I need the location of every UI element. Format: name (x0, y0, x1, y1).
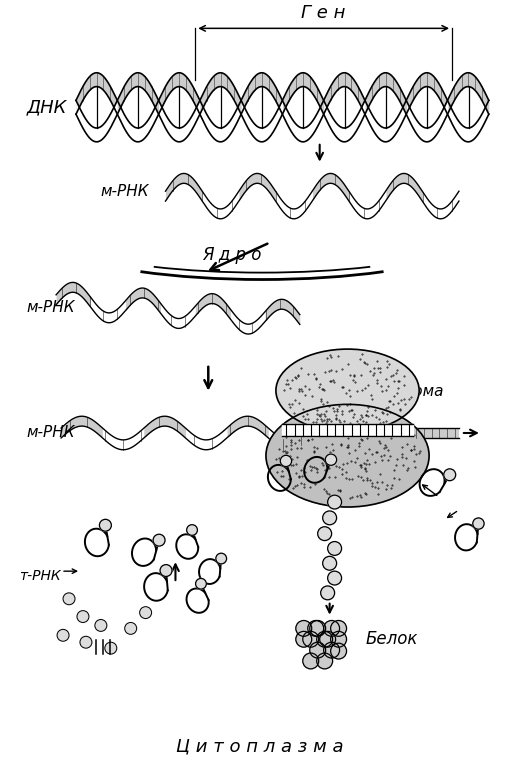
Text: Ц и т о п л а з м а: Ц и т о п л а з м а (176, 737, 344, 756)
Circle shape (444, 469, 456, 480)
Circle shape (303, 653, 319, 669)
Circle shape (296, 620, 312, 636)
Circle shape (318, 527, 332, 541)
Circle shape (140, 607, 152, 619)
Circle shape (310, 620, 326, 636)
Circle shape (63, 593, 75, 604)
Text: ДНК: ДНК (26, 98, 67, 116)
Circle shape (473, 518, 484, 529)
Circle shape (303, 631, 319, 647)
Circle shape (331, 620, 346, 636)
Circle shape (95, 620, 107, 631)
Circle shape (280, 455, 292, 467)
Circle shape (328, 495, 342, 509)
Circle shape (328, 542, 342, 555)
Circle shape (308, 620, 324, 636)
Text: Белок: Белок (365, 630, 418, 648)
Circle shape (105, 643, 117, 654)
Circle shape (325, 454, 337, 465)
Text: Рибосома: Рибосома (367, 384, 444, 399)
Text: т-РНК: т-РНК (19, 569, 61, 583)
Circle shape (321, 586, 334, 600)
Circle shape (187, 525, 197, 536)
Circle shape (320, 631, 336, 647)
Circle shape (80, 636, 92, 648)
Circle shape (125, 623, 137, 634)
Text: м-РНК: м-РНК (101, 184, 150, 199)
Ellipse shape (266, 405, 429, 507)
Circle shape (317, 653, 332, 669)
Circle shape (317, 631, 332, 647)
Circle shape (322, 556, 337, 570)
Circle shape (324, 643, 340, 658)
Circle shape (296, 631, 312, 647)
Text: м-РНК: м-РНК (26, 300, 75, 315)
Circle shape (324, 620, 340, 636)
Circle shape (322, 511, 337, 525)
Ellipse shape (276, 349, 419, 432)
Circle shape (100, 519, 111, 531)
Circle shape (216, 553, 227, 564)
Circle shape (328, 571, 342, 585)
Circle shape (57, 630, 69, 641)
Text: м-РНК: м-РНК (26, 425, 75, 441)
Circle shape (331, 631, 346, 647)
Circle shape (331, 643, 346, 659)
Text: Я д р о: Я д р о (203, 246, 262, 265)
Circle shape (310, 643, 326, 658)
Circle shape (77, 610, 89, 623)
Circle shape (160, 565, 172, 577)
Bar (282, 424, 413, 436)
Circle shape (153, 534, 165, 546)
Circle shape (195, 578, 206, 589)
Text: Г е н: Г е н (302, 5, 346, 22)
